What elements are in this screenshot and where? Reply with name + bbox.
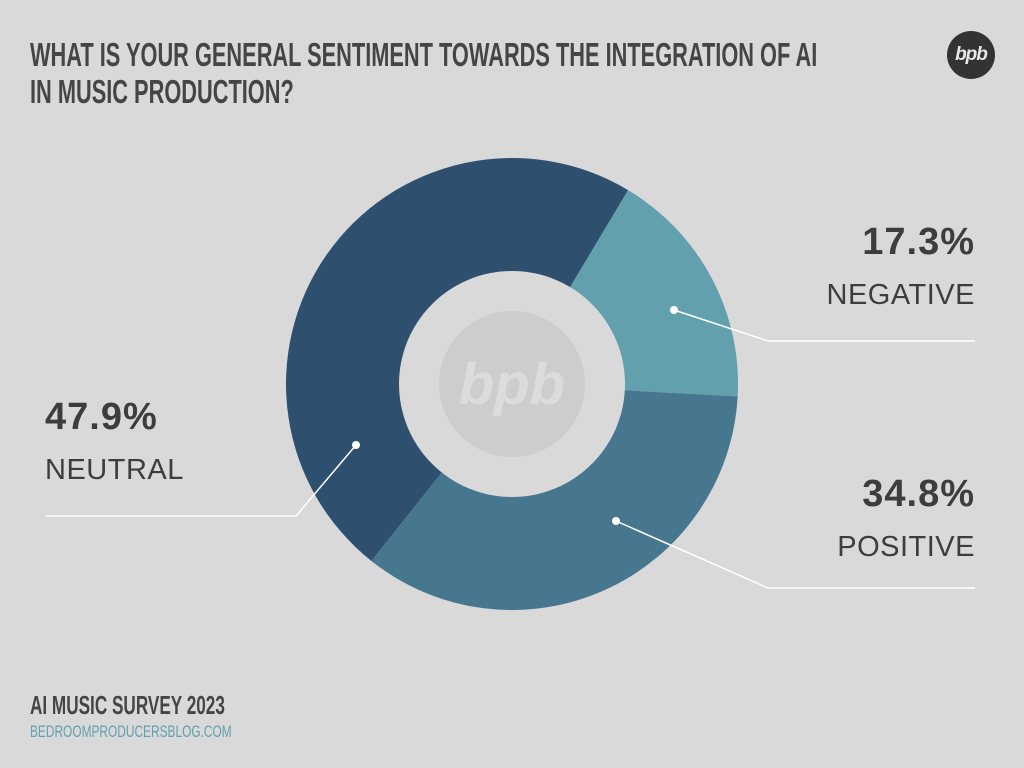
watermark-text: bpb xyxy=(459,352,565,417)
label-neutral-pct: 47.9% xyxy=(45,396,158,438)
title-line-1: WHAT IS YOUR GENERAL SENTIMENT TOWARDS T… xyxy=(30,36,818,73)
label-negative-pct: 17.3% xyxy=(862,221,975,263)
logo-text: bpb xyxy=(955,44,988,65)
leader-line-negative xyxy=(673,309,975,342)
watermark-logo xyxy=(439,311,585,457)
slice-positive xyxy=(371,384,738,610)
bpb-logo: bpb xyxy=(947,31,995,79)
label-neutral-name: NEUTRAL xyxy=(45,454,184,486)
leader-line-neutral xyxy=(46,444,357,517)
title-line-2: IN MUSIC PRODUCTION? xyxy=(30,73,294,110)
leader-dot-positive xyxy=(612,517,620,525)
label-positive-pct: 34.8% xyxy=(862,473,975,515)
label-negative-name: NEGATIVE xyxy=(826,279,975,311)
leader-line-positive xyxy=(615,520,975,589)
leader-dot-neutral xyxy=(352,441,360,449)
label-positive-name: POSITIVE xyxy=(837,531,975,563)
chart-title: WHAT IS YOUR GENERAL SENTIMENT TOWARDS T… xyxy=(30,36,817,110)
leader-dot-negative xyxy=(670,306,678,314)
footer-site-link[interactable]: BEDROOMPRODUCERSBLOG.COM xyxy=(30,722,232,741)
footer-survey: AI MUSIC SURVEY 2023 xyxy=(30,690,225,720)
